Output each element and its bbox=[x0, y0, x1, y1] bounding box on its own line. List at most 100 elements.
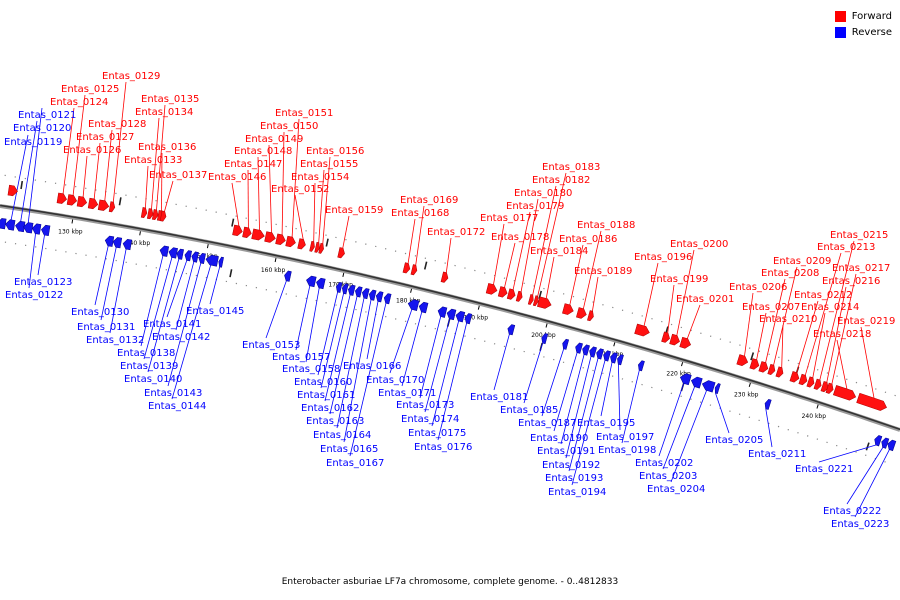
gene-entas-0177-body bbox=[485, 283, 498, 295]
gene-label: Entas_0159 bbox=[325, 205, 383, 216]
gene-label: Entas_0207 bbox=[742, 302, 800, 313]
gene-label: Entas_0202 bbox=[635, 458, 693, 469]
gene-entas-0143 bbox=[198, 252, 206, 264]
gene-entas-0131-body bbox=[112, 237, 123, 249]
gene-entas-0123-body bbox=[41, 224, 51, 237]
gene-leader-line bbox=[145, 165, 149, 208]
gene-entas-0192-body bbox=[589, 346, 597, 358]
gene-entas-0128 bbox=[97, 199, 110, 211]
gene-entas-0133 bbox=[140, 207, 148, 219]
gene-leader-line bbox=[818, 444, 877, 463]
gene-entas-0221-body bbox=[874, 435, 883, 447]
gene-entas-0208 bbox=[758, 361, 769, 373]
gene-label: Entas_0172 bbox=[427, 227, 485, 238]
gene-entas-0191 bbox=[582, 344, 590, 356]
gene-entas-0119 bbox=[5, 219, 16, 231]
gene-leader-line bbox=[62, 107, 75, 194]
gene-leader-line bbox=[322, 156, 331, 244]
gene-entas-0139 bbox=[168, 247, 178, 259]
gene-entas-0190-body bbox=[575, 342, 583, 354]
chromosome-backbone bbox=[0, 204, 900, 431]
gene-leader-line bbox=[565, 356, 592, 459]
gene-entas-0201 bbox=[679, 336, 692, 349]
gene-entas-0165 bbox=[368, 289, 377, 301]
gene-entas-0131 bbox=[112, 237, 123, 249]
gene-entas-0205 bbox=[714, 383, 721, 394]
gene-entas-0206-body bbox=[736, 354, 749, 366]
gene-entas-0181 bbox=[507, 324, 516, 336]
gene-leader-line bbox=[93, 142, 101, 199]
gene-label: Entas_0141 bbox=[143, 319, 201, 330]
gene-entas-0128-body bbox=[97, 199, 110, 211]
gene-label: Entas_0215 bbox=[830, 230, 888, 241]
gene-entas-0219-body bbox=[856, 392, 887, 411]
gene-label: Entas_0126 bbox=[63, 145, 121, 156]
gene-label: Entas_0200 bbox=[670, 239, 728, 250]
gene-leader-line bbox=[343, 299, 372, 443]
gene-entas-0164 bbox=[362, 288, 370, 300]
gene-leader-line bbox=[109, 249, 127, 334]
gene-entas-0194 bbox=[603, 350, 611, 362]
gene-entas-0217 bbox=[825, 382, 834, 394]
gene-label: Entas_0201 bbox=[676, 294, 734, 305]
gene-label: Entas_0146 bbox=[208, 172, 266, 183]
gene-entas-0163 bbox=[355, 286, 363, 298]
gene-label: Entas_0129 bbox=[102, 71, 160, 82]
gene-entas-0160 bbox=[335, 281, 343, 293]
gene-entas-0222-body bbox=[881, 437, 890, 449]
gene-label: Entas_0154 bbox=[291, 172, 349, 183]
scale-tick-label: 180 kbp bbox=[396, 297, 421, 304]
gene-leader-line bbox=[520, 198, 539, 292]
gene-label: Entas_0198 bbox=[598, 445, 656, 456]
track-marker bbox=[423, 261, 428, 270]
gene-entas-0161 bbox=[341, 283, 349, 295]
scale-tick bbox=[816, 404, 819, 409]
gene-label: Entas_0145 bbox=[186, 306, 244, 317]
reverse-track-guide bbox=[0, 240, 889, 464]
gene-leader-line bbox=[317, 292, 338, 376]
gene-label: Entas_0128 bbox=[88, 119, 146, 130]
gene-entas-0129 bbox=[108, 201, 116, 213]
gene-entas-0209-body bbox=[767, 363, 776, 376]
legend: Forward Reverse bbox=[834, 8, 892, 40]
gene-leader-line bbox=[658, 383, 685, 457]
gene-leader-line bbox=[860, 326, 875, 398]
gene-leader-line bbox=[161, 152, 163, 211]
gene-entas-0145 bbox=[218, 256, 224, 268]
gene-label: Entas_0140 bbox=[124, 374, 182, 385]
scale-tick-label: 130 kbp bbox=[58, 228, 83, 235]
gene-label: Entas_0182 bbox=[532, 175, 590, 186]
gene-label: Entas_0148 bbox=[234, 146, 292, 157]
gene-leader-line bbox=[537, 172, 567, 297]
scale-tick bbox=[139, 231, 141, 236]
gene-label: Entas_0151 bbox=[275, 108, 333, 119]
gene-entas-0144-body bbox=[205, 254, 219, 267]
gene-entas-0195 bbox=[610, 352, 618, 364]
gene-entas-0154-body bbox=[309, 240, 315, 252]
gene-entas-0185 bbox=[541, 333, 549, 345]
gene-leader-line bbox=[18, 120, 38, 232]
gene-entas-0190 bbox=[575, 342, 583, 354]
gene-label: Entas_0119 bbox=[4, 137, 62, 148]
gene-leader-line bbox=[618, 364, 621, 431]
gene-leader-line bbox=[320, 293, 344, 389]
gene-label: Entas_0168 bbox=[391, 208, 449, 219]
gene-leader-line bbox=[342, 215, 350, 249]
gene-entas-0189 bbox=[587, 310, 594, 322]
gene-entas-0160-body bbox=[335, 281, 343, 293]
gene-entas-0223-body bbox=[887, 439, 897, 452]
gene-entas-0151-body bbox=[285, 235, 296, 248]
gene-leader-line bbox=[560, 354, 585, 445]
gene-entas-0212-body bbox=[789, 371, 800, 383]
gene-entas-0146 bbox=[232, 224, 243, 237]
gene-entas-0161-body bbox=[341, 283, 349, 295]
track-marker bbox=[325, 238, 329, 247]
legend-forward: Forward bbox=[834, 8, 892, 24]
gene-leader-line bbox=[553, 352, 578, 432]
gene-entas-0182 bbox=[527, 294, 534, 305]
gene-entas-0137 bbox=[159, 210, 167, 222]
gene-leader-line bbox=[781, 324, 784, 368]
gene-leader-line bbox=[324, 294, 351, 402]
gene-leader-line bbox=[164, 180, 174, 212]
gene-label: Entas_0181 bbox=[470, 392, 528, 403]
